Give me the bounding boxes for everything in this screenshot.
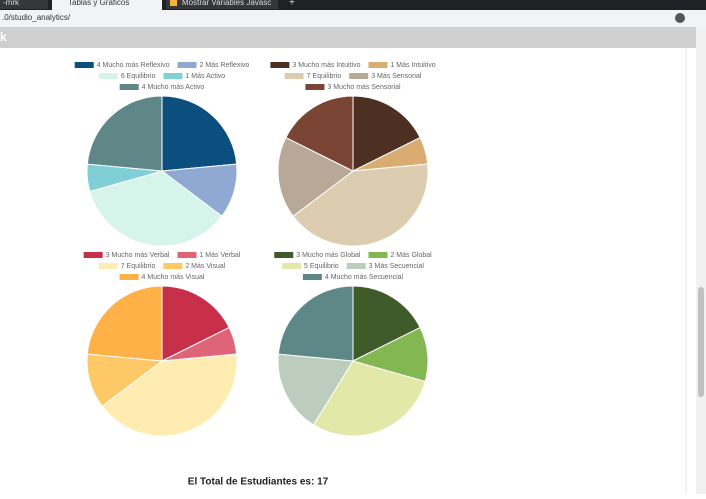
profile[interactable] (675, 13, 685, 23)
pie-slice (161, 285, 230, 362)
header-text[interactable]: k (0, 30, 7, 44)
tab-title: -mrk (3, 0, 20, 7)
legend-swatch (270, 62, 290, 68)
legend-label: 4 Mucho más Reflexivo (97, 62, 170, 69)
legend-label: 7 Equilibrio (307, 73, 342, 80)
pie-slice (277, 353, 354, 426)
legend-label: 1 Más Activo (185, 73, 225, 80)
tab[interactable] (166, 0, 278, 9)
legend-label: 4 Mucho más Visual (142, 274, 205, 281)
legend-label: 2 Más Reflexivo (199, 62, 249, 69)
pie-slice (285, 95, 354, 172)
pie-slice (352, 95, 421, 172)
legend-label: 3 Más Secuencial (369, 263, 425, 270)
legend-swatch (274, 252, 294, 258)
legend-label: 1 Más Intuitivo (390, 62, 435, 69)
legend-label: 2 Más Visual (185, 263, 225, 270)
tab-title: Mostrar Variables Javasc (182, 0, 271, 7)
legend-label: 5 Equilibrio (304, 263, 339, 270)
tab-icon (170, 0, 177, 6)
pie-slice (89, 170, 223, 247)
legend-label: 7 Equilibrio (121, 263, 156, 270)
tab[interactable] (0, 0, 48, 9)
legend-swatch (119, 84, 139, 90)
legend-swatch (305, 84, 325, 90)
legend-label: 4 Mucho más Activo (142, 84, 205, 91)
tab[interactable] (52, 0, 162, 10)
legend-swatch (282, 263, 302, 269)
legend-swatch (284, 73, 304, 79)
legend-label: 6 Equilibrio (121, 73, 156, 80)
pie-slice (277, 136, 354, 217)
legend-label: 2 Más Global (390, 252, 432, 259)
pie-slice (86, 95, 163, 172)
header-bar (0, 27, 696, 48)
legend-swatch (368, 252, 388, 258)
legend-label: 1 Más Verbal (199, 252, 240, 259)
legend-swatch (74, 62, 94, 68)
legend-label: 4 Mucho más Secuencial (325, 274, 404, 281)
legend-swatch (349, 73, 369, 79)
pie-slice (86, 285, 163, 362)
legend-label: 3 Mucho más Global (296, 252, 361, 259)
legend-swatch (368, 62, 388, 68)
legend-label: 3 Mucho más Intuitivo (292, 62, 360, 69)
legend-swatch (177, 62, 197, 68)
tab-title: Tablas y Gráficos (68, 0, 129, 7)
tab-strip (0, 0, 706, 10)
legend-label: 3 Más Sensorial (371, 73, 422, 80)
legend-swatch (98, 263, 118, 269)
legend-label: 3 Mucho más Sensorial (327, 84, 401, 91)
legend-swatch (163, 263, 183, 269)
url[interactable]: .0/studio_analytics/ (2, 13, 71, 22)
legend-swatch (302, 274, 322, 280)
scrollbar (696, 27, 706, 494)
legend-swatch (98, 73, 118, 79)
total-text: El Total de Estudiantes es: 17 (188, 477, 329, 488)
pie-slice (352, 285, 421, 362)
pie-slice (101, 353, 238, 437)
scroll-thumb[interactable] (698, 287, 704, 397)
legend-swatch (346, 263, 366, 269)
pie-slice (277, 285, 354, 362)
legend-swatch (163, 73, 183, 79)
legend-swatch (83, 252, 103, 258)
toolbar (0, 10, 706, 27)
legend-swatch (177, 252, 197, 258)
legend-label: 3 Mucho más Verbal (106, 252, 170, 259)
pie-slice (161, 95, 238, 172)
new-tab[interactable]: + (289, 0, 295, 9)
pie-slice (292, 163, 429, 247)
legend-swatch (119, 274, 139, 280)
